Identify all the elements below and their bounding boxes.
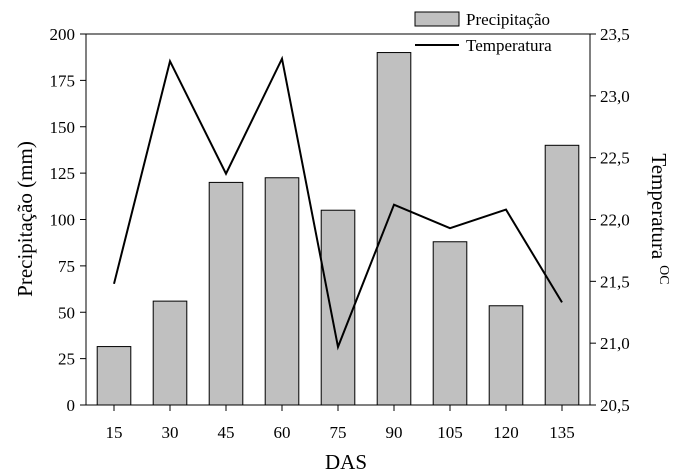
x-tick-label-105: 105 xyxy=(437,423,463,442)
x-tick-label-30: 30 xyxy=(162,423,179,442)
legend-swatch-precipitacao xyxy=(414,11,460,27)
y-right-tick-label-20,5: 20,5 xyxy=(600,396,630,415)
bar-precipitacao-75 xyxy=(320,209,356,406)
y-left-tick-label-100: 100 xyxy=(50,211,76,230)
x-axis-title: DAS xyxy=(325,450,367,472)
y-right-tick-label-22,5: 22,5 xyxy=(600,149,630,168)
y-left-tick-label-125: 125 xyxy=(50,164,76,183)
y-axis-right-title-text: Temperatura xyxy=(647,153,671,259)
y-left-tick-label-75: 75 xyxy=(58,257,75,276)
y-right-tick-label-21,0: 21,0 xyxy=(600,334,630,353)
bar-precipitacao-135 xyxy=(544,144,580,406)
bar-precipitacao-90 xyxy=(376,52,412,406)
bar-precipitacao-15 xyxy=(96,346,132,406)
x-tick-label-60: 60 xyxy=(274,423,291,442)
bar-precipitacao-45 xyxy=(208,181,244,406)
y-right-tick-label-23,0: 23,0 xyxy=(600,87,630,106)
y-left-tick-label-0: 0 xyxy=(67,396,76,415)
x-tick-label-120: 120 xyxy=(493,423,519,442)
y-right-tick-label-21,5: 21,5 xyxy=(600,272,630,291)
bar-precipitacao-60 xyxy=(264,177,300,406)
y-left-tick-label-150: 150 xyxy=(50,118,76,137)
bar-precipitacao-30 xyxy=(152,300,188,406)
x-tick-label-90: 90 xyxy=(386,423,403,442)
y-axis-right-title-unit: OC xyxy=(656,265,671,284)
axes: 0 25 50 75 100 125 150 175 200 20,5 21,0 21,5 22,0 22… xyxy=(50,25,630,442)
y-axis-right-title: Temperatura OC xyxy=(647,153,671,284)
x-tick-label-45: 45 xyxy=(218,423,235,442)
legend-label-precipitacao: Precipitação xyxy=(466,10,550,29)
x-tick-label-135: 135 xyxy=(549,423,575,442)
bar-precipitacao-105 xyxy=(432,241,468,406)
line-temperatura xyxy=(113,55,563,351)
bar-precipitacao-120 xyxy=(488,305,524,406)
y-left-tick-label-200: 200 xyxy=(50,25,76,44)
plot-area xyxy=(96,52,580,406)
y-axis-left-title: Precipitação (mm) xyxy=(13,141,37,297)
y-left-tick-label-25: 25 xyxy=(58,350,75,369)
y-left-tick-label-50: 50 xyxy=(58,303,75,322)
legend: Precipitação Temperatura xyxy=(414,10,552,55)
y-left-tick-label-175: 175 xyxy=(50,71,76,90)
x-tick-label-15: 15 xyxy=(106,423,123,442)
y-right-tick-label-23,5: 23,5 xyxy=(600,25,630,44)
legend-label-temperatura: Temperatura xyxy=(466,36,552,55)
x-tick-label-75: 75 xyxy=(330,423,347,442)
y-right-tick-label-22,0: 22,0 xyxy=(600,211,630,230)
